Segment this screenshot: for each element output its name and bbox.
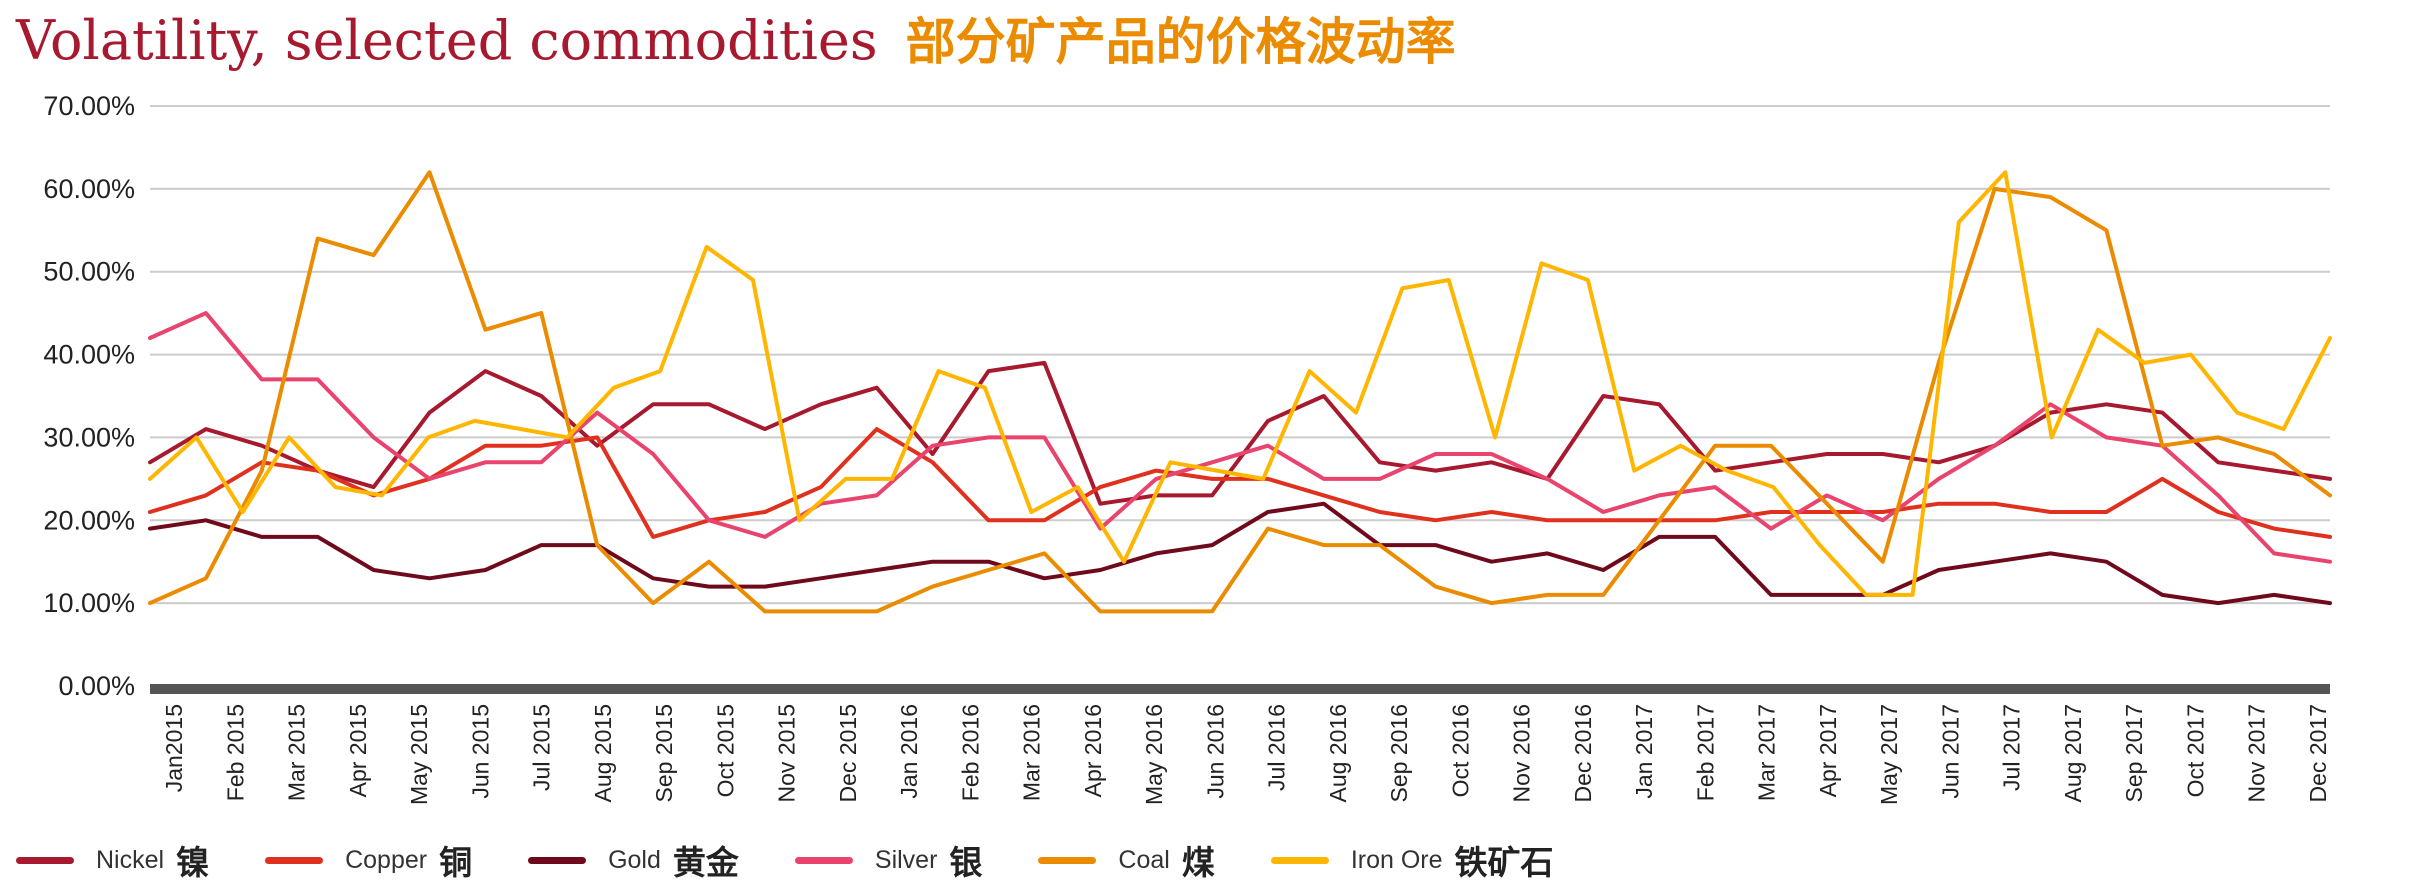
legend-swatch-coal	[1038, 856, 1097, 864]
title-english: Volatility, selected commodities	[16, 9, 878, 72]
x-tick-label: Nov 2017	[2244, 704, 2270, 802]
series-line-coal	[148, 170, 2332, 614]
x-tick-label: Jun 2017	[1937, 704, 1963, 799]
x-tick-label: Apr 2017	[1815, 704, 1841, 797]
x-tick-label: Jan 2017	[1631, 704, 1657, 799]
x-tick-label: Sep 2017	[2121, 704, 2147, 802]
y-tick-label: 50.00%	[43, 257, 135, 287]
x-tick-label: Jul 2015	[529, 704, 555, 791]
y-tick-label: 70.00%	[43, 91, 135, 121]
title-chinese: 部分矿产品的价格波动率	[905, 13, 1456, 71]
legend-label-coal: Coal	[1118, 845, 1170, 874]
x-tick-label: Feb 2016	[957, 704, 983, 801]
legend-swatch-copper	[265, 856, 324, 864]
legend-label-nickel-zh: 镍	[176, 843, 210, 882]
x-axis-ticks: Jan2015 Feb 2015 Mar 2015 Apr 2015 May 2015 J…	[161, 704, 2331, 805]
chart-title: Volatility, selected commodities 部分矿产品的价…	[16, 2, 1456, 74]
legend-label-copper-zh: 铜	[439, 843, 473, 882]
legend: Nickel 镍 Copper 铜 Gold 黄金 Silver 银 Coal …	[16, 838, 1610, 882]
x-tick-label: Sep 2015	[651, 704, 677, 802]
series-line-silver	[148, 311, 2332, 564]
x-tick-label: Feb 2017	[1692, 704, 1718, 801]
x-tick-label: Oct 2016	[1447, 704, 1473, 797]
x-tick-label: Mar 2016	[1019, 704, 1045, 801]
x-tick-label: Oct 2017	[2182, 704, 2208, 797]
x-tick-label: Mar 2015	[284, 704, 310, 801]
legend-label-coal-zh: 煤	[1181, 843, 1215, 882]
x-tick-label: Mar 2017	[1754, 704, 1780, 801]
series-line-gold	[148, 501, 2332, 606]
legend-label-copper: Copper	[345, 845, 428, 874]
x-tick-label: Jul 2017	[1999, 704, 2025, 791]
x-tick-label: Oct 2015	[712, 704, 738, 797]
y-tick-label: 30.00%	[43, 422, 135, 452]
legend-label-iron-ore: Iron Ore	[1350, 845, 1443, 874]
grid-lines	[150, 105, 2330, 605]
x-tick-label: Feb 2015	[222, 704, 248, 801]
legend-swatch-silver	[794, 856, 853, 864]
x-tick-label: Aug 2016	[1325, 704, 1351, 802]
legend-label-silver-zh: 银	[949, 843, 983, 882]
y-tick-label: 0.00%	[58, 671, 135, 701]
series-line-copper	[148, 427, 2332, 539]
x-tick-label: Jul 2016	[1264, 704, 1290, 791]
x-tick-label: Jan2015	[161, 704, 187, 792]
x-tick-label: Dec 2017	[2305, 704, 2331, 802]
legend-item-coal: Coal 煤	[1038, 836, 1215, 884]
legend-swatch-iron-ore	[1270, 856, 1329, 864]
legend-label-silver: Silver	[874, 845, 938, 874]
series-line-nickel	[148, 360, 2332, 506]
legend-label-gold-zh: 黄金	[672, 843, 739, 882]
series-lines	[148, 170, 2332, 614]
x-tick-label: Apr 2015	[345, 704, 371, 797]
legend-label-iron-ore-zh: 铁矿石	[1454, 843, 1554, 882]
x-tick-label: Jan 2016	[896, 704, 922, 799]
legend-item-silver: Silver 银	[794, 836, 983, 884]
y-tick-label: 10.00%	[43, 588, 135, 618]
x-tick-label: Jun 2015	[467, 704, 493, 799]
y-axis-ticks: 0.00% 10.00% 20.00% 30.00% 40.00% 50.00% 60.00…	[43, 91, 135, 701]
y-tick-label: 20.00%	[43, 505, 135, 535]
x-tick-label: Apr 2016	[1080, 704, 1106, 797]
legend-swatch-gold	[528, 856, 587, 864]
x-tick-label: Nov 2016	[1509, 704, 1535, 802]
x-tick-label: Sep 2016	[1386, 704, 1412, 802]
legend-label-gold: Gold	[608, 845, 661, 874]
x-tick-label: Jun 2016	[1202, 704, 1228, 799]
legend-item-iron-ore: Iron Ore 铁矿石	[1270, 836, 1554, 884]
x-axis-line	[150, 684, 2330, 694]
x-tick-label: Dec 2015	[835, 704, 861, 802]
legend-label-nickel: Nickel	[96, 845, 165, 874]
x-tick-label: May 2017	[1876, 704, 1902, 805]
x-tick-label: Aug 2017	[2060, 704, 2086, 802]
x-tick-label: Nov 2015	[774, 704, 800, 802]
legend-swatch-nickel	[16, 856, 74, 864]
y-tick-label: 60.00%	[43, 174, 135, 204]
x-tick-label: Aug 2015	[590, 704, 616, 802]
legend-item-nickel: Nickel 镍	[16, 836, 209, 884]
series-line-iron-ore	[148, 170, 2332, 597]
legend-item-gold: Gold 黄金	[528, 836, 739, 884]
x-axis	[150, 684, 2330, 694]
x-tick-label: May 2015	[406, 704, 432, 805]
x-tick-label: Dec 2016	[1570, 704, 1596, 802]
y-tick-label: 40.00%	[43, 340, 135, 370]
x-tick-label: May 2016	[1141, 704, 1167, 805]
legend-item-copper: Copper 铜	[265, 836, 472, 884]
line-chart: 0.00% 10.00% 20.00% 30.00% 40.00% 50.00% 60.00…	[43, 91, 2332, 805]
